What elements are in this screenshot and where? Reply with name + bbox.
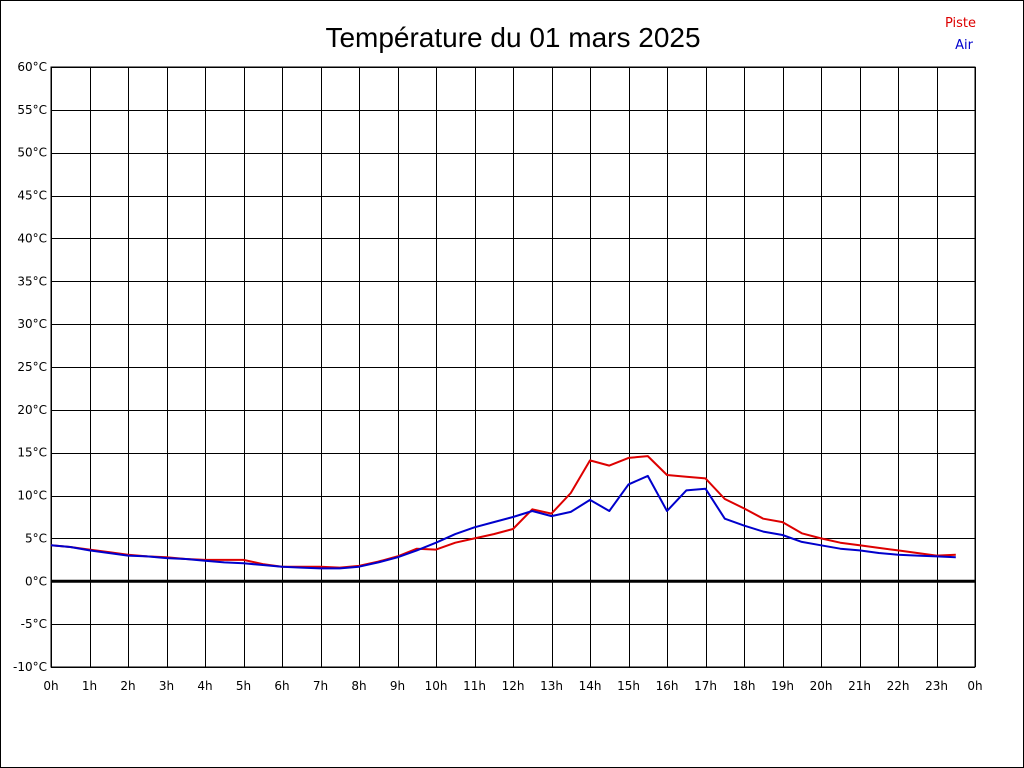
y-tick-label: 20°C [17, 403, 47, 417]
series-line-piste [50, 455, 956, 569]
legend: Piste Air [945, 16, 976, 53]
x-tick-label: 22h [887, 679, 910, 693]
x-tick-label: 11h [463, 679, 486, 693]
y-tick-label: 5°C [25, 531, 47, 545]
y-tick-label: -10°C [13, 660, 47, 674]
legend-entry-air: Air [955, 38, 974, 53]
legend-entry-piste: Piste [945, 16, 976, 31]
x-tick-label: 5h [236, 679, 251, 693]
x-tick-label: 21h [848, 679, 871, 693]
x-tick-label: 9h [390, 679, 405, 693]
x-tick-label: 18h [733, 679, 756, 693]
x-tick-label: 3h [159, 679, 174, 693]
x-tick-label: 0h [967, 679, 982, 693]
chart-title: Température du 01 mars 2025 [325, 22, 700, 53]
y-tick-label: 55°C [17, 103, 47, 117]
x-tick-label: 15h [617, 679, 640, 693]
y-tick-label: -5°C [21, 617, 47, 631]
x-tick-label: 14h [579, 679, 602, 693]
y-tick-label: 25°C [17, 360, 47, 374]
x-tick-label: 20h [810, 679, 833, 693]
y-tick-label: 0°C [25, 574, 47, 588]
x-tick-label: 2h [120, 679, 135, 693]
x-tick-label: 4h [197, 679, 212, 693]
x-tick-label: 17h [694, 679, 717, 693]
y-tick-label: 50°C [17, 146, 47, 160]
x-tick-label: 7h [313, 679, 328, 693]
grid [50, 66, 976, 668]
y-tick-label: 45°C [17, 189, 47, 203]
y-tick-label: 30°C [17, 317, 47, 331]
x-tick-label: 10h [425, 679, 448, 693]
y-tick-label: 35°C [17, 274, 47, 288]
series-lines [50, 455, 956, 570]
x-tick-label: 19h [771, 679, 794, 693]
x-tick-label: 0h [43, 679, 58, 693]
x-tick-label: 6h [274, 679, 289, 693]
x-tick-label: 8h [351, 679, 366, 693]
y-tick-label: 15°C [17, 446, 47, 460]
x-tick-label: 1h [82, 679, 97, 693]
y-tick-label: 60°C [17, 60, 47, 74]
x-tick-label: 23h [925, 679, 948, 693]
y-tick-label: 10°C [17, 489, 47, 503]
series-line-air [50, 474, 956, 570]
x-tick-label: 12h [502, 679, 525, 693]
y-tick-label: 40°C [17, 231, 47, 245]
axis-labels: 0h 1h 2h 3h 4h 5h 6h 7h 8h 9h 10h 11h 12h 13h 14h 15h 16… [13, 60, 983, 693]
x-tick-label: 16h [656, 679, 679, 693]
x-tick-label: 13h [540, 679, 563, 693]
